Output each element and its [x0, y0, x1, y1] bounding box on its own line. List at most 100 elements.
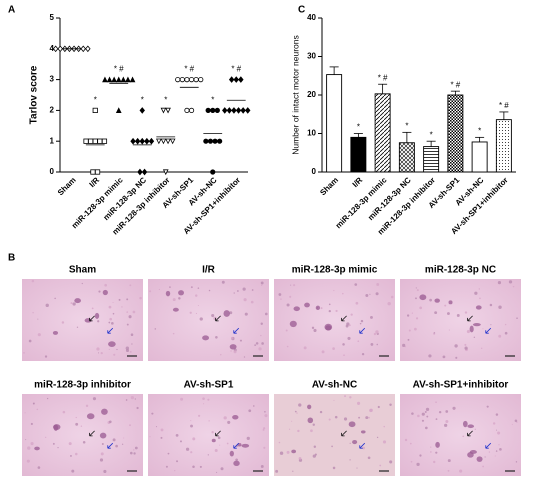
tissue-speck	[335, 309, 338, 313]
tissue-speck	[172, 298, 176, 302]
tissue-speck	[454, 344, 458, 348]
tissue-speck	[108, 321, 111, 324]
tissue-speck	[288, 428, 291, 430]
tissue-speck	[75, 416, 77, 419]
tissue-speck	[244, 312, 248, 316]
significance-label: *	[211, 96, 214, 105]
neuron	[472, 322, 481, 327]
tissue-speck	[32, 312, 34, 314]
tissue-speck	[215, 335, 218, 339]
tissue-speck	[246, 436, 250, 441]
tissue-speck	[239, 339, 242, 342]
data-point	[179, 77, 185, 83]
neuron	[315, 305, 321, 311]
arrow	[89, 430, 95, 437]
tissue-speck	[169, 286, 171, 288]
tissue-speck	[207, 398, 210, 401]
tissue-speck	[226, 442, 229, 445]
micrograph-title: I/R	[202, 265, 216, 276]
arrow	[467, 315, 473, 322]
tissue-speck	[280, 298, 282, 300]
tissue-speck	[264, 414, 268, 418]
tissue-speck	[375, 292, 379, 296]
data-point	[235, 107, 242, 114]
tissue-speck	[424, 426, 428, 430]
arrow	[485, 442, 492, 449]
bar	[471, 141, 488, 173]
tissue-speck	[365, 416, 369, 420]
x-tick-label: Sham	[318, 176, 340, 198]
tissue-speck	[134, 398, 136, 400]
tissue-speck	[462, 435, 465, 438]
data-point	[160, 107, 167, 114]
tissue-speck	[404, 438, 408, 442]
arrow	[215, 430, 221, 437]
x-tick-label: miR-128-3p NC	[366, 175, 413, 222]
data-point	[57, 45, 63, 53]
tissue-speck	[419, 306, 423, 310]
significance-label: * #	[184, 65, 194, 74]
tissue-speck	[174, 469, 176, 472]
neuron	[475, 305, 482, 310]
tissue-speck	[213, 316, 217, 321]
tissue-speck	[415, 317, 419, 320]
tissue-speck	[198, 414, 201, 417]
tissue-speck	[355, 301, 359, 305]
tissue-speck	[221, 280, 225, 284]
tissue-speck	[416, 462, 420, 467]
data-point	[212, 138, 218, 144]
x-tick-label: I/R	[88, 175, 102, 189]
tissue-speck	[214, 449, 218, 453]
tissue-speck	[126, 311, 129, 313]
tissue-speck	[129, 284, 132, 287]
tissue-speck	[356, 401, 361, 405]
data-point	[144, 137, 150, 145]
tissue-speck	[407, 338, 410, 341]
tissue-speck	[112, 301, 114, 303]
data-point	[226, 107, 233, 114]
tissue-speck	[70, 455, 72, 457]
data-point	[92, 107, 98, 113]
data-point	[52, 45, 59, 53]
tissue-speck	[125, 399, 128, 401]
data-point	[188, 107, 195, 114]
tissue-speck	[155, 426, 158, 428]
data-point	[115, 107, 122, 113]
micrograph	[274, 279, 395, 361]
tissue-speck	[328, 418, 331, 421]
tissue-speck	[98, 290, 101, 293]
tissue-speck	[370, 343, 374, 346]
tissue-speck	[357, 340, 360, 343]
neuron	[462, 420, 468, 428]
tissue-speck	[154, 328, 157, 330]
tissue-speck	[376, 283, 380, 286]
panel-label: C	[298, 5, 305, 16]
data-point	[210, 169, 216, 175]
tissue-speck	[263, 446, 266, 449]
tissue-speck	[190, 424, 193, 428]
tissue-speck	[111, 322, 114, 325]
data-point	[134, 137, 141, 145]
neuron	[202, 335, 210, 341]
y-tick-label: 2	[50, 106, 55, 115]
tissue-speck	[511, 423, 513, 425]
tissue-speck	[109, 317, 113, 321]
tissue-speck	[211, 314, 215, 318]
arrow	[89, 315, 95, 322]
data-point	[240, 107, 246, 114]
micrograph-title: AV-sh-SP1+inhibitor	[413, 380, 509, 391]
micrograph-title: AV-sh-SP1	[184, 380, 234, 391]
tissue-speck	[113, 353, 116, 356]
tissue-speck	[229, 311, 233, 315]
tissue-speck	[45, 436, 47, 438]
tissue-speck	[373, 332, 377, 336]
neuron	[94, 312, 100, 319]
data-point	[139, 137, 145, 145]
tissue-speck	[297, 429, 300, 433]
tissue-speck	[482, 465, 484, 468]
neuron	[476, 456, 483, 462]
tissue-speck	[349, 396, 352, 399]
significance-label: *	[164, 96, 167, 105]
tissue-speck	[490, 324, 492, 326]
tissue-speck	[497, 431, 501, 435]
